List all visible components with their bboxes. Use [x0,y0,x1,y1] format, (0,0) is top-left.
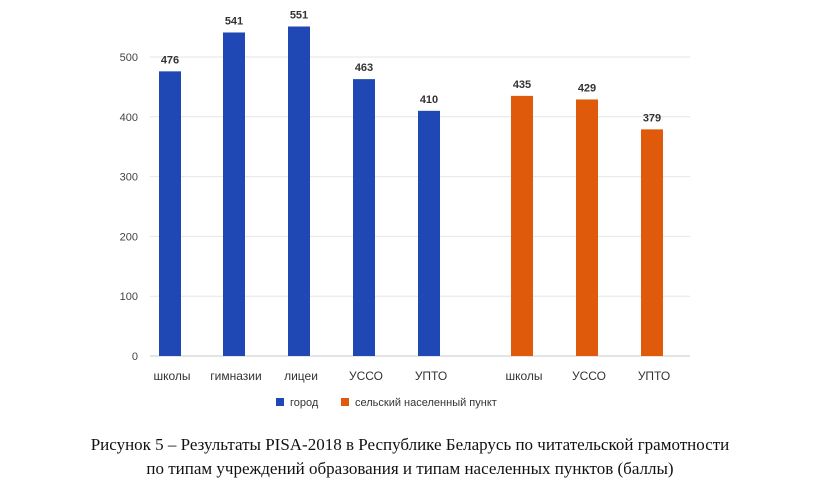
legend-label-city: город [290,397,319,409]
bar [353,79,375,356]
bar [223,32,245,357]
category-label: УПТО [415,369,447,383]
bar-value-label: 379 [643,112,661,124]
y-tick-label: 300 [120,172,138,184]
bar [418,110,440,356]
category-label: УПТО [638,369,670,383]
data-labels: 476 541 551 463 410 435 429 379 [161,10,661,125]
category-label: лицеи [284,369,318,383]
bar [576,99,598,356]
bar [288,26,310,356]
bars [159,26,663,357]
category-label: школы [153,369,190,383]
legend-swatch-rural [341,398,349,406]
bar-value-label: 541 [225,15,243,27]
bar-value-label: 476 [161,54,179,66]
bar-value-label: 435 [513,79,531,91]
bar-value-label: 551 [290,10,308,22]
y-tick-label: 400 [120,112,138,124]
bar-value-label: 429 [578,82,596,94]
y-axis-ticks: 0 100 200 300 400 500 [120,52,138,363]
category-labels: школы гимназии лицеи УССО УПТО школы УССО УПТО [153,369,670,383]
figure-caption-line-1: Рисунок 5 – Результаты PISA-2018 в Респу… [90,435,730,454]
bar [511,95,533,357]
category-label: гимназии [210,369,261,383]
bar [641,129,663,356]
bar-value-label: 410 [420,94,438,106]
y-tick-label: 0 [132,351,138,363]
legend-label-rural: сельский населенный пункт [355,397,497,409]
bar [159,71,181,357]
bar-value-label: 463 [355,62,373,74]
y-tick-label: 200 [120,231,138,243]
y-tick-label: 500 [120,52,138,64]
bar-chart: 0 100 200 300 400 500 476 541 551 463 410 435 429 37… [120,10,690,409]
y-tick-label: 100 [120,291,138,303]
category-label: УССО [349,369,383,383]
legend: город сельский населенный пункт [276,397,497,409]
figure-caption-line-2: по типам учреждений образования и типам … [146,459,674,478]
category-label: школы [505,369,542,383]
legend-swatch-city [276,398,284,406]
category-label: УССО [572,369,606,383]
